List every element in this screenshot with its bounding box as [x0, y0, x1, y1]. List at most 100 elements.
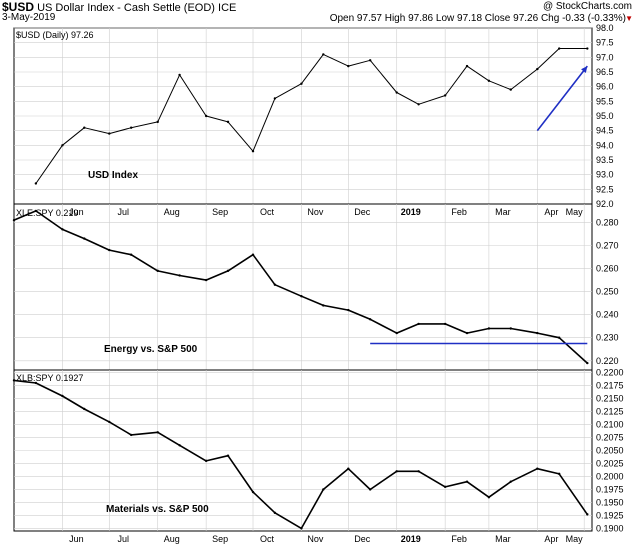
data-point — [34, 182, 38, 185]
y-tick-label: 0.250 — [596, 287, 619, 297]
y-tick-label: 0.280 — [596, 217, 619, 227]
x-tick-label: Mar — [495, 207, 511, 217]
panel-annotation: Materials vs. S&P 500 — [106, 504, 209, 515]
data-point — [178, 274, 181, 277]
x-tick-label: 2019 — [401, 207, 421, 217]
panel-annotation: USD Index — [88, 170, 138, 181]
y-tick-label: 0.2075 — [596, 433, 624, 443]
y-tick-label: 0.2100 — [596, 420, 624, 430]
x-tick-label: Jun — [69, 207, 84, 217]
x-tick-label: Apr — [544, 207, 558, 217]
data-point — [395, 331, 398, 335]
x-tick-label: Mar — [495, 534, 511, 544]
data-point — [156, 431, 159, 434]
data-point — [129, 433, 133, 437]
x-tick-label: 2019 — [401, 534, 421, 544]
ohlc-readout: Open 97.57 High 97.86 Low 97.18 Close 97… — [329, 13, 626, 24]
y-tick-label: 0.2050 — [596, 446, 624, 456]
data-point — [129, 126, 133, 129]
data-point — [322, 53, 325, 56]
x-tick-label: Aug — [164, 207, 180, 217]
y-tick-label: 0.1900 — [596, 523, 624, 533]
data-point — [487, 327, 491, 330]
data-point — [465, 480, 469, 483]
data-point — [34, 381, 38, 385]
y-tick-label: 0.2200 — [596, 368, 624, 378]
y-tick-label: 95.5 — [596, 96, 614, 106]
data-point — [417, 470, 420, 473]
data-point — [586, 513, 589, 516]
data-point — [487, 496, 491, 499]
data-point — [536, 331, 539, 335]
data-point — [226, 269, 230, 273]
data-point — [34, 209, 38, 213]
data-point — [509, 88, 512, 91]
y-tick-label: 96.5 — [596, 67, 614, 77]
y-tick-label: 94.0 — [596, 140, 614, 150]
series-legend: XLB:SPY 0.1927 — [16, 373, 83, 383]
data-point — [61, 228, 64, 231]
chart-panel-2: 0.280 0.270 0.260 0.250 0.240 0.230 0.220 XLE:S… — [12, 203, 619, 371]
series-line — [35, 48, 588, 184]
x-tick-label: Sep — [212, 207, 228, 217]
data-point — [557, 47, 561, 50]
data-point — [12, 379, 16, 382]
symbol: $USD — [2, 0, 35, 14]
x-tick-label: May — [566, 534, 584, 544]
y-tick-label: 92.0 — [596, 199, 614, 209]
symbol-description: US Dollar Index - Cash Settle (EOD) ICE — [37, 2, 237, 14]
x-tick-label: Apr — [544, 534, 558, 544]
data-point — [108, 248, 111, 252]
y-tick-label: 98.0 — [596, 23, 614, 33]
y-tick-label: 0.2175 — [596, 381, 624, 391]
y-tick-label: 0.220 — [596, 356, 619, 366]
x-tick-label: Jul — [118, 534, 130, 544]
x-tick-label: Jun — [69, 534, 84, 544]
data-point — [273, 97, 277, 100]
data-point — [300, 295, 303, 298]
data-point — [226, 454, 230, 457]
y-tick-label: 0.230 — [596, 333, 619, 343]
x-tick-label: Jul — [118, 207, 130, 217]
data-point — [322, 304, 325, 307]
panel-frame — [13, 203, 593, 371]
data-point — [557, 472, 561, 476]
data-point — [204, 278, 208, 282]
data-point — [61, 394, 64, 398]
x-tick-label: Feb — [451, 534, 467, 544]
chg-down-icon: ▼ — [625, 14, 633, 23]
data-point — [251, 253, 255, 256]
panel-annotation: Energy vs. S&P 500 — [104, 344, 198, 355]
chart-panel-3: 0.2200 0.2175 0.2150 0.2125 0.2100 0.2075 0.20… — [12, 368, 624, 533]
y-tick-label: 92.5 — [596, 184, 614, 194]
data-point — [61, 144, 64, 147]
data-point — [156, 269, 159, 273]
data-point — [300, 82, 303, 85]
data-point — [368, 488, 372, 491]
data-point — [347, 308, 350, 312]
data-point — [204, 114, 208, 118]
data-point — [417, 322, 420, 326]
chart-panel-1: 98.0 97.5 97.0 96.5 96.0 95.5 95.0 94.5 94.0 93.5… — [13, 23, 614, 209]
data-point — [178, 444, 181, 447]
data-point — [443, 94, 447, 97]
y-tick-label: 0.270 — [596, 241, 619, 251]
data-point — [108, 420, 111, 424]
y-tick-label: 0.1975 — [596, 484, 624, 494]
y-tick-label: 93.0 — [596, 170, 614, 180]
data-point — [273, 283, 277, 286]
data-point — [300, 527, 303, 530]
data-point — [129, 253, 133, 256]
series-legend: $USD (Daily) 97.26 — [16, 30, 94, 40]
data-point — [347, 64, 350, 68]
y-tick-label: 97.5 — [596, 38, 614, 48]
y-tick-label: 96.0 — [596, 82, 614, 92]
data-point — [204, 459, 208, 463]
arrow-head-icon — [581, 66, 588, 73]
stockcharts-brand: @ StockCharts.com — [542, 1, 632, 12]
y-tick-label: 93.5 — [596, 155, 614, 165]
x-tick-label: May — [566, 207, 584, 217]
data-point — [368, 318, 372, 321]
y-tick-label: 94.5 — [596, 126, 614, 136]
